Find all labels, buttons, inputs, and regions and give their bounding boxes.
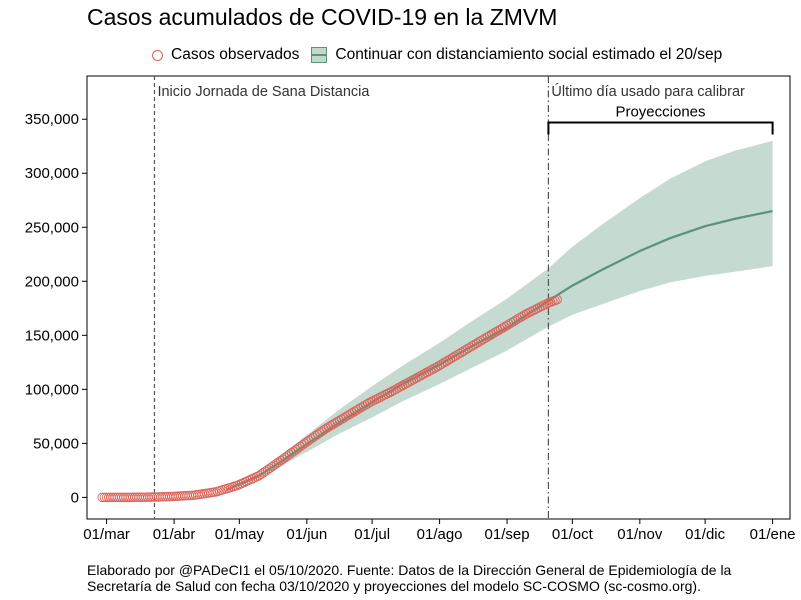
observed-point xyxy=(245,474,255,485)
observed-point xyxy=(528,305,538,316)
observed-point xyxy=(247,473,258,484)
observed-point xyxy=(371,394,382,404)
observed-point xyxy=(376,392,386,402)
y-tick-label: 200,000 xyxy=(25,273,79,290)
footer-line-2: Secretaría de Salud con fecha 03/10/2020… xyxy=(87,578,701,594)
y-tick-label: 100,000 xyxy=(25,381,79,398)
plot-panel-border xyxy=(86,75,791,520)
x-tick-label: 01/may xyxy=(215,526,265,543)
vline-annotation-label: Inicio Jornada de Sana Distancia xyxy=(157,84,370,100)
x-tick-label: 01/ene xyxy=(750,526,796,543)
x-tick-label: 01/jun xyxy=(286,526,327,543)
observed-points-group xyxy=(97,294,562,503)
observed-point xyxy=(534,302,545,312)
y-tick-label: 300,000 xyxy=(25,165,79,182)
footer-line-1: Elaborado por @PADeCI1 el 05/10/2020. Fu… xyxy=(87,562,732,578)
x-tick-label: 01/sep xyxy=(485,526,530,543)
observed-point xyxy=(243,475,253,486)
observed-point xyxy=(530,304,541,315)
legend-label-projection: Continuar con distanciamiento social est… xyxy=(335,46,723,63)
projection-bracket-label: Proyecciones xyxy=(615,103,705,120)
legend-label-observed: Casos observados xyxy=(171,46,300,63)
x-tick-label: 01/abr xyxy=(153,526,196,543)
legend: Casos observados Continuar con distancia… xyxy=(148,44,734,66)
y-tick-label: 150,000 xyxy=(25,327,79,344)
projection-band xyxy=(226,140,773,490)
chart-title: Casos acumulados de COVID-19 en la ZMVM xyxy=(87,4,558,30)
observed-point xyxy=(532,303,543,314)
observed-point xyxy=(524,307,534,318)
observed-point xyxy=(232,480,242,491)
observed-point xyxy=(526,306,536,317)
x-tick-label: 01/dic xyxy=(685,526,726,543)
observed-point xyxy=(382,388,393,399)
projection-bracket xyxy=(547,121,774,135)
observed-point xyxy=(539,300,549,310)
x-tick-label: 01/oct xyxy=(552,526,594,543)
footer-caption: Elaborado por @PADeCI1 el 05/10/2020. Fu… xyxy=(87,562,787,594)
y-tick-label: 350,000 xyxy=(25,111,79,128)
observed-point xyxy=(241,476,251,487)
observed-point xyxy=(236,478,247,489)
legend-key-band xyxy=(311,47,328,63)
observed-point xyxy=(380,389,390,400)
observed-point xyxy=(238,477,249,488)
observed-point xyxy=(552,294,562,305)
x-tick-label: 01/nov xyxy=(617,526,663,543)
vline-annotation-label: Último día usado para calibrar xyxy=(551,83,745,100)
observed-point xyxy=(541,299,551,309)
observed-point xyxy=(521,308,532,319)
x-tick-label: 01/mar xyxy=(83,526,130,543)
observed-point xyxy=(234,479,245,490)
x-tick-label: 01/jul xyxy=(354,526,390,543)
observed-point xyxy=(369,395,380,405)
y-tick-label: 250,000 xyxy=(25,219,79,236)
observed-point xyxy=(537,301,547,311)
observed-point xyxy=(367,396,377,406)
legend-item-observed: Casos observados xyxy=(148,46,299,64)
observed-point xyxy=(378,391,388,401)
observed-point xyxy=(365,397,375,408)
legend-key-circle xyxy=(152,49,163,61)
observed-point xyxy=(373,393,384,403)
legend-item-projection: Continuar con distanciamiento social est… xyxy=(311,46,722,64)
x-tick-label: 01/ago xyxy=(417,526,463,543)
y-tick-label: 50,000 xyxy=(33,435,79,452)
y-tick-label: 0 xyxy=(71,489,79,506)
